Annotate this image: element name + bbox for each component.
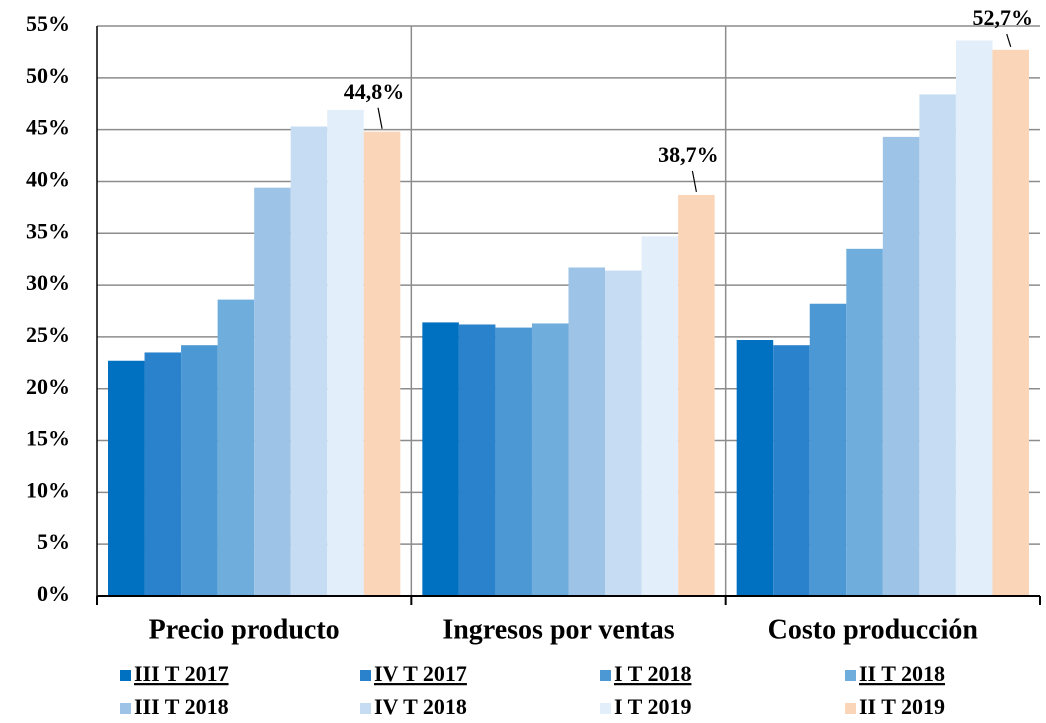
bar bbox=[773, 345, 810, 596]
legend-label: I T 2019 bbox=[614, 694, 691, 719]
y-tick-label: 10% bbox=[26, 477, 70, 502]
bar bbox=[422, 322, 459, 596]
legend-swatch bbox=[600, 703, 611, 714]
y-tick-label: 20% bbox=[26, 374, 70, 399]
bar bbox=[846, 248, 883, 596]
y-tick-label: 50% bbox=[26, 63, 70, 88]
y-tick-label: 40% bbox=[26, 167, 70, 192]
bar bbox=[108, 360, 145, 596]
bar bbox=[363, 131, 401, 596]
bar bbox=[736, 340, 774, 596]
y-tick-label: 25% bbox=[26, 322, 70, 347]
y-tick-label: 55% bbox=[26, 11, 70, 36]
legend-label: IV T 2018 bbox=[374, 694, 467, 719]
x-tick-label: Precio producto bbox=[149, 614, 340, 645]
bar bbox=[254, 187, 291, 596]
y-tick-label: 45% bbox=[26, 115, 70, 140]
y-tick-label: 35% bbox=[26, 218, 70, 243]
legend-swatch bbox=[360, 670, 371, 681]
x-tick-label: Costo producción bbox=[768, 614, 979, 645]
bar bbox=[605, 270, 642, 596]
legend-swatch bbox=[845, 703, 856, 714]
bar bbox=[290, 126, 328, 596]
legend-label: III T 2017 bbox=[134, 661, 229, 686]
bar bbox=[144, 352, 182, 596]
legend-label: IV T 2017 bbox=[374, 661, 467, 686]
bar bbox=[531, 323, 569, 596]
y-tick-label: 30% bbox=[26, 270, 70, 295]
bar bbox=[678, 194, 715, 596]
legend-swatch bbox=[120, 670, 131, 681]
bar bbox=[809, 303, 847, 596]
bar bbox=[217, 299, 255, 596]
bar bbox=[181, 345, 218, 596]
legend-swatch bbox=[600, 670, 611, 681]
bar bbox=[992, 49, 1029, 596]
leader-line bbox=[691, 170, 697, 193]
value-label: 38,7% bbox=[658, 142, 719, 167]
legend-label: II T 2018 bbox=[859, 661, 945, 686]
leader-line bbox=[1006, 33, 1012, 48]
bar bbox=[919, 94, 956, 597]
legend-label: II T 2019 bbox=[859, 694, 945, 719]
value-label: 44,8% bbox=[344, 79, 405, 104]
legend-label: I T 2018 bbox=[614, 661, 691, 686]
bar bbox=[955, 40, 993, 596]
legend-swatch bbox=[845, 670, 856, 681]
bar bbox=[882, 136, 920, 596]
y-tick-label: 15% bbox=[26, 426, 70, 451]
bar bbox=[495, 327, 532, 596]
bar bbox=[641, 236, 679, 596]
y-tick-label: 5% bbox=[37, 529, 70, 554]
legend-swatch bbox=[360, 703, 371, 714]
leader-line bbox=[377, 107, 383, 129]
legend-swatch bbox=[120, 703, 131, 714]
value-label: 52,7% bbox=[972, 5, 1033, 30]
bar bbox=[568, 267, 606, 596]
x-tick-label: Ingresos por ventas bbox=[442, 614, 674, 645]
bar bbox=[458, 324, 496, 596]
y-tick-label: 0% bbox=[37, 581, 70, 606]
bar bbox=[327, 109, 364, 596]
legend-label: III T 2018 bbox=[134, 694, 229, 719]
